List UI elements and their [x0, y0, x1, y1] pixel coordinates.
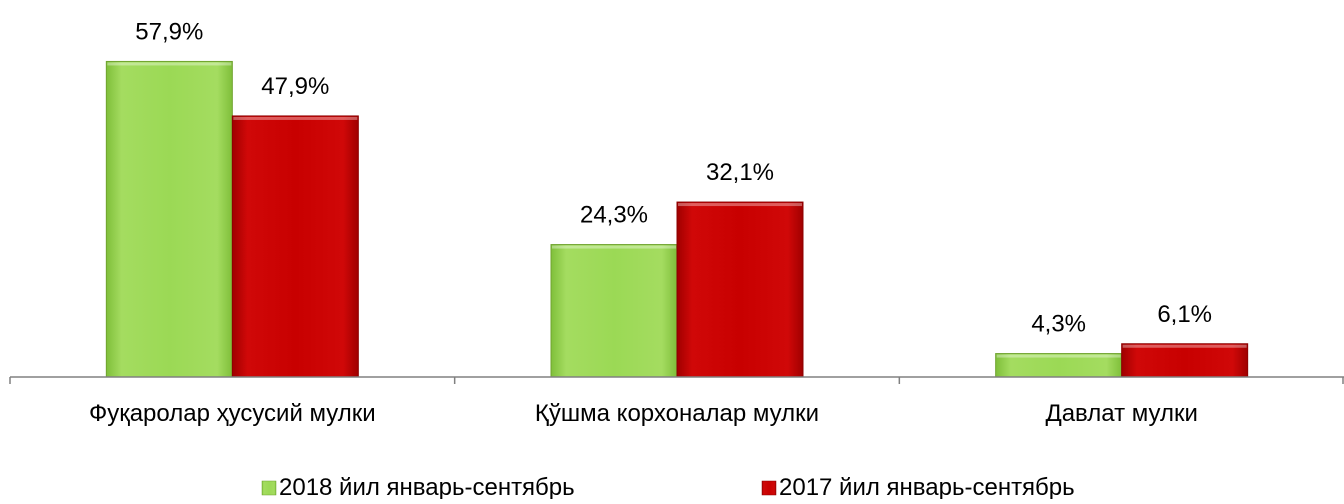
data-label: 47,9%: [261, 73, 329, 100]
data-label: 32,1%: [706, 159, 774, 186]
category-label: Қўшма корхоналар мулки: [535, 400, 819, 427]
data-label: 6,1%: [1157, 301, 1212, 328]
bar-2017-2: [1121, 343, 1249, 378]
legend-label: 2017 йил январь-сентябрь: [779, 474, 1075, 499]
data-label: 24,3%: [580, 202, 648, 229]
legend-label: 2018 йил январь-сентябрь: [279, 474, 575, 499]
x-axis: Фуқаролар ҳусусий мулки Қўшма корхоналар …: [9, 376, 1344, 427]
bar-highlight: [678, 203, 802, 207]
category-label: Фуқаролар ҳусусий мулки: [89, 400, 376, 427]
bars-layer: [105, 60, 1249, 378]
legend-swatch-2018: [261, 480, 277, 496]
category-label: Давлат мулки: [1045, 400, 1197, 427]
legend: 2018 йил январь-сентябрь 2017 йил январь-…: [261, 474, 1075, 501]
bar-2018-1: [550, 244, 678, 378]
legend-swatch-2017: [761, 480, 777, 496]
bar-highlight: [107, 62, 232, 66]
data-label: 4,3%: [1031, 311, 1086, 338]
bar-highlight: [1122, 344, 1247, 348]
data-labels-layer: 57,9% 47,9% 24,3% 32,1% 4,3% 6,1%: [135, 18, 1212, 337]
bar-2017-1: [676, 201, 804, 378]
bar-2018-0: [105, 60, 233, 378]
bar-highlight: [552, 245, 676, 249]
bar-highlight: [996, 354, 1121, 358]
data-label: 57,9%: [135, 18, 203, 45]
bar-2017-0: [231, 115, 359, 378]
bar-highlight: [233, 116, 358, 120]
